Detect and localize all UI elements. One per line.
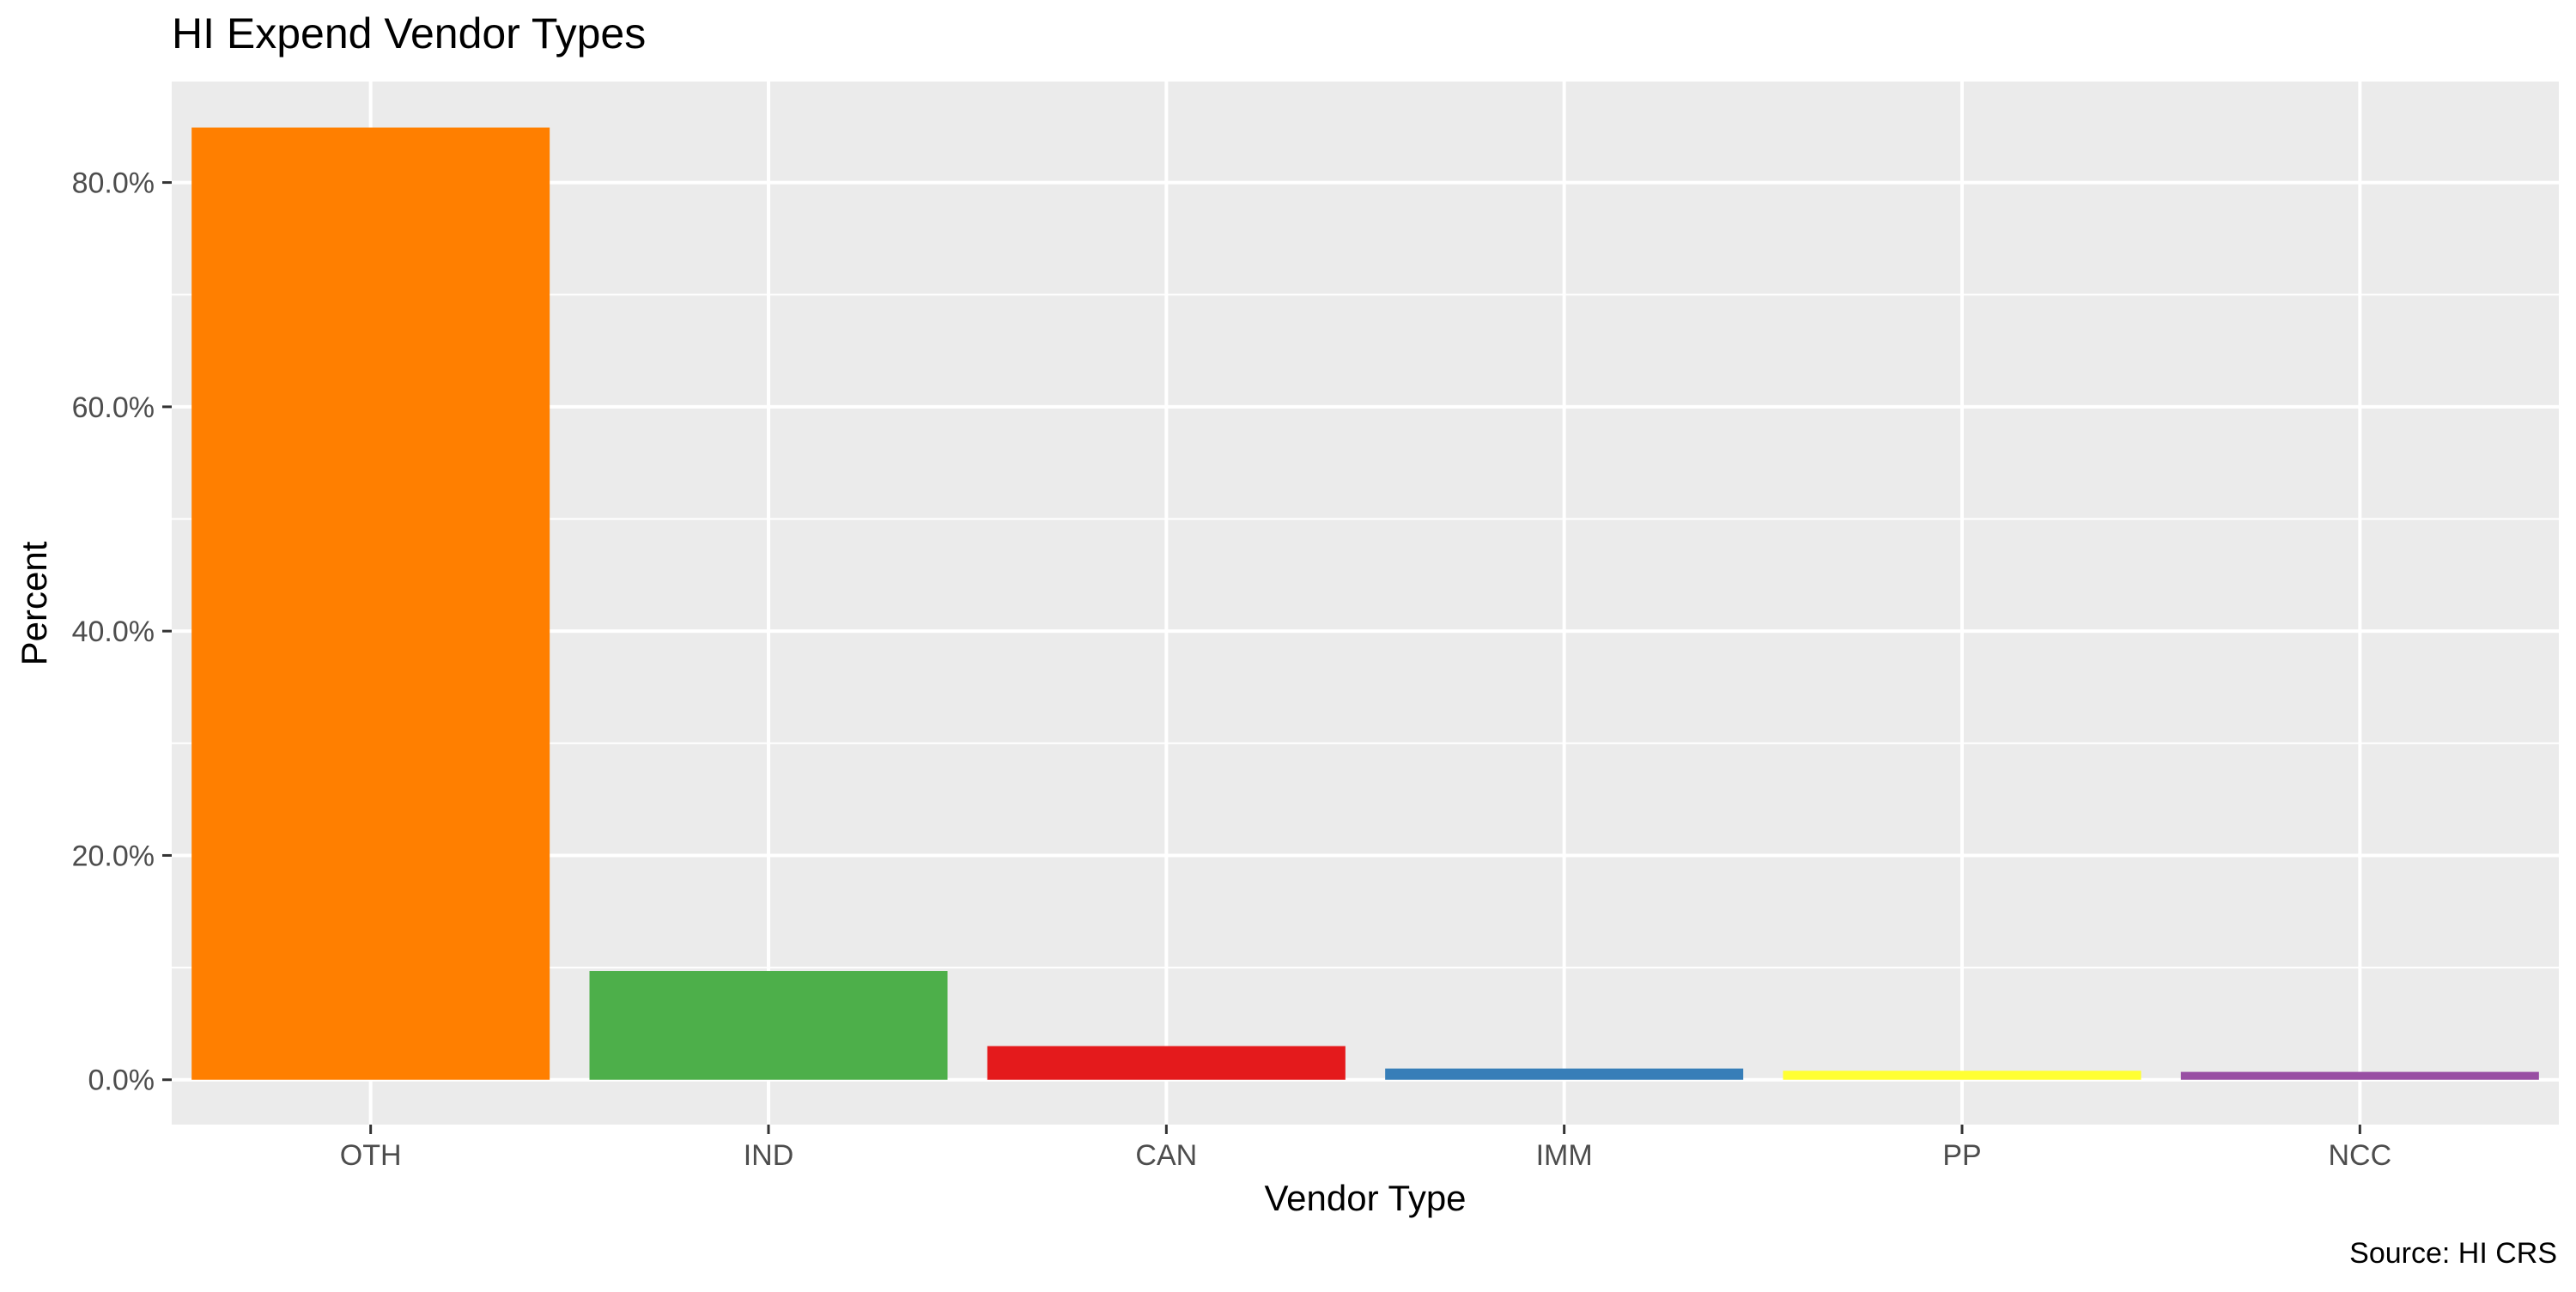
y-axis-label: Percent [14, 541, 54, 665]
y-tick-label: 40.0% [72, 616, 155, 648]
bar-can [987, 1046, 1346, 1080]
bar-pp [1783, 1071, 2142, 1080]
x-axis-label: Vendor Type [1264, 1178, 1466, 1218]
grid-minor [172, 294, 2559, 969]
bar-imm [1385, 1068, 1744, 1080]
x-tick-label: IND [744, 1139, 794, 1172]
x-tick-label: CAN [1135, 1139, 1197, 1172]
chart-title: HI Expend Vendor Types [172, 9, 646, 58]
x-tick-label: IMM [1536, 1139, 1593, 1172]
x-axis: OTH IND CAN IMM PP NCC [340, 1125, 2391, 1172]
source-caption: Source: HI CRS [2349, 1237, 2557, 1270]
y-tick-label: 0.0% [88, 1065, 155, 1097]
bar-ind [589, 971, 948, 1080]
x-tick-label: NCC [2328, 1139, 2391, 1172]
y-tick-label: 80.0% [72, 167, 155, 200]
bar-ncc [2180, 1071, 2539, 1080]
x-tick-label: PP [1942, 1139, 1981, 1172]
y-tick-label: 60.0% [72, 391, 155, 424]
bar-oth [191, 127, 550, 1080]
x-tick-label: OTH [340, 1139, 402, 1172]
bars [191, 127, 2539, 1080]
plot-panel [172, 82, 2559, 1125]
y-axis: 0.0% 20.0% 40.0% 60.0% 80.0% [72, 167, 172, 1097]
y-tick-label: 20.0% [72, 840, 155, 872]
